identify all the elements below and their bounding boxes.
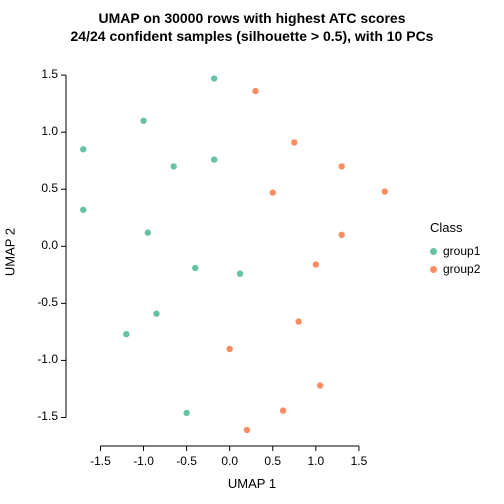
data-point — [183, 410, 189, 416]
y-tick-label: -1.0 — [37, 352, 58, 366]
legend-label: group2 — [443, 262, 480, 276]
data-point — [192, 265, 198, 271]
data-point — [291, 139, 297, 145]
data-point — [317, 382, 323, 388]
y-tick-label: -1.5 — [37, 409, 58, 423]
data-point — [80, 207, 86, 213]
data-point — [295, 318, 301, 324]
legend-dot-icon — [430, 248, 437, 255]
data-point — [382, 188, 388, 194]
y-axis-label: UMAP 2 — [3, 228, 18, 276]
legend-dot-icon — [430, 266, 437, 273]
legend-item: group2 — [430, 262, 480, 276]
data-point — [211, 75, 217, 81]
y-tick-label: 0.0 — [41, 238, 58, 252]
data-point — [237, 270, 243, 276]
plot-svg — [0, 0, 504, 504]
umap-scatter-chart: UMAP on 30000 rows with highest ATC scor… — [0, 0, 504, 504]
data-point — [338, 163, 344, 169]
x-tick-label: 1.0 — [301, 454, 331, 468]
x-tick-label: 1.5 — [344, 454, 374, 468]
data-point — [313, 261, 319, 267]
x-axis-label: UMAP 1 — [0, 476, 504, 491]
x-tick-label: -1.5 — [85, 454, 115, 468]
data-point — [145, 229, 151, 235]
data-point — [123, 331, 129, 337]
legend-item: group1 — [430, 244, 480, 258]
y-tick-label: 0.5 — [41, 181, 58, 195]
x-tick-label: 0.5 — [258, 454, 288, 468]
data-point — [270, 189, 276, 195]
data-point — [252, 88, 258, 94]
x-tick-label: -1.0 — [129, 454, 159, 468]
data-point — [153, 310, 159, 316]
legend-label: group1 — [443, 244, 480, 258]
x-tick-label: 0.0 — [215, 454, 245, 468]
x-tick-label: -0.5 — [172, 454, 202, 468]
data-point — [338, 232, 344, 238]
data-point — [140, 118, 146, 124]
y-tick-label: 1.0 — [41, 124, 58, 138]
data-point — [244, 427, 250, 433]
y-tick-label: -0.5 — [37, 295, 58, 309]
data-point — [226, 346, 232, 352]
y-tick-label: 1.5 — [41, 67, 58, 81]
data-point — [80, 146, 86, 152]
data-point — [170, 163, 176, 169]
data-point — [211, 156, 217, 162]
legend-title: Class — [430, 220, 463, 235]
data-point — [280, 407, 286, 413]
